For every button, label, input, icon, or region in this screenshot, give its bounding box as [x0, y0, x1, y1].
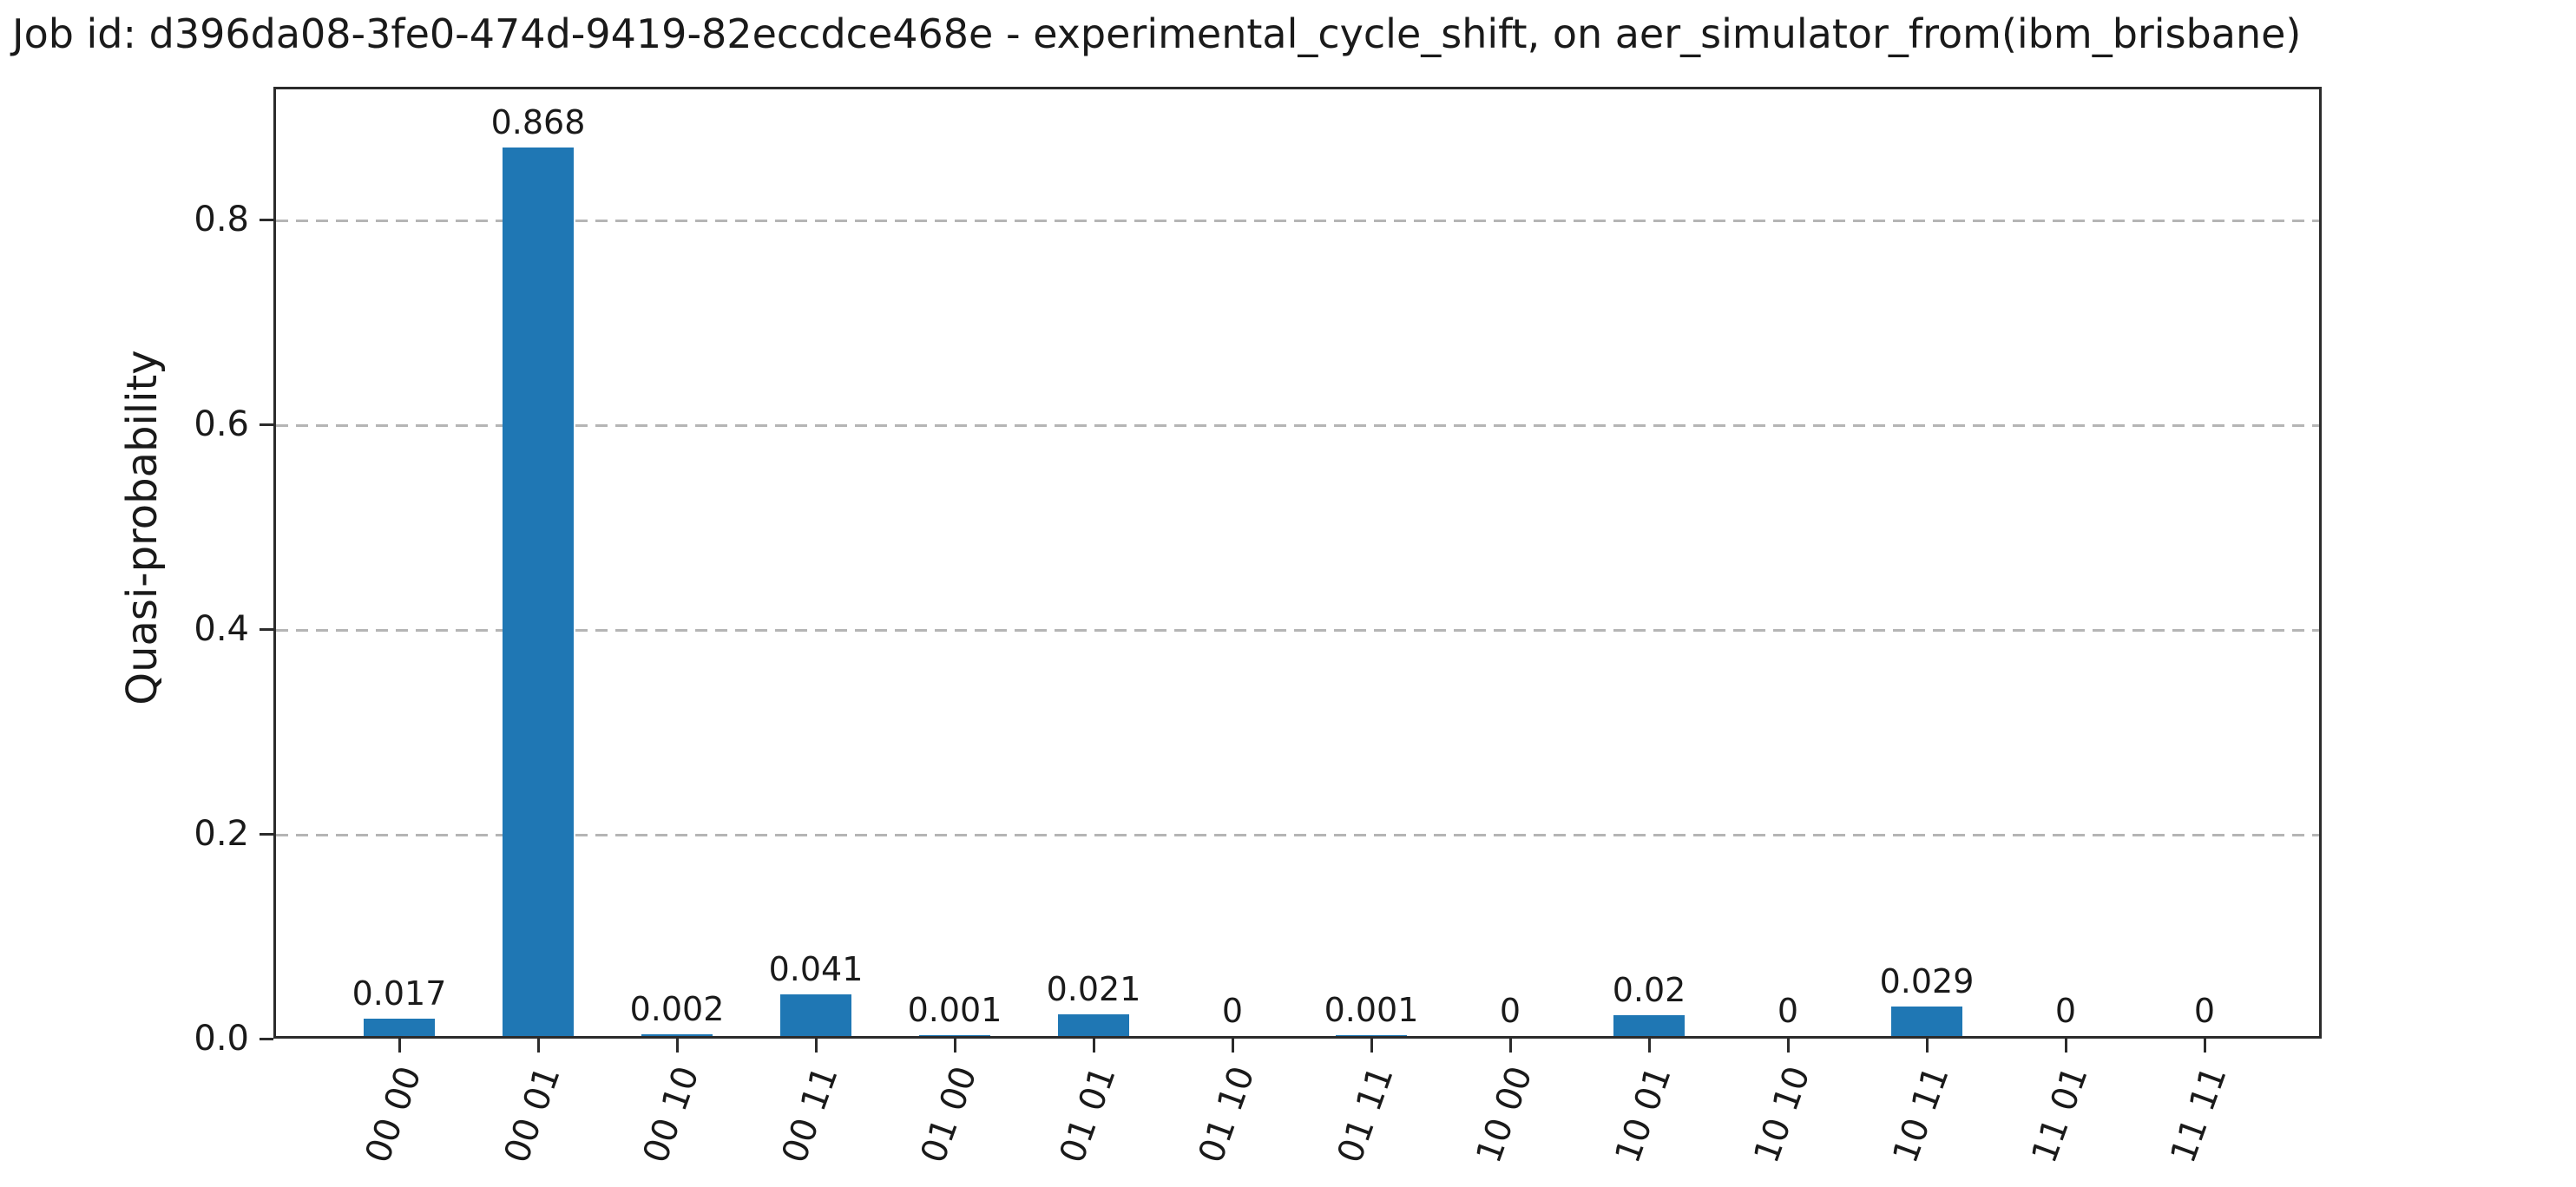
bar [503, 148, 574, 1036]
x-tick-label: 01 10 [1191, 1061, 1264, 1169]
x-tick-mark [1648, 1039, 1651, 1053]
x-tick-label: 00 01 [496, 1061, 569, 1169]
x-tick-mark [815, 1039, 818, 1053]
x-tick-label: 11 01 [2024, 1061, 2097, 1169]
bar-value-label: 0 [2193, 992, 2216, 1030]
x-tick-label: 00 00 [358, 1061, 430, 1169]
bar-value-label: 0.017 [352, 974, 447, 1013]
x-tick-label: 01 00 [913, 1061, 986, 1169]
y-tick-mark [260, 628, 273, 631]
bar-value-label: 0.868 [490, 102, 586, 141]
bar-value-label: 0.029 [1879, 961, 1975, 1000]
bar [1613, 1015, 1685, 1036]
gridline [276, 220, 2319, 222]
bar [1058, 1014, 1129, 1036]
gridline [276, 424, 2319, 427]
bar-value-label: 0.001 [907, 990, 1002, 1029]
bar-value-label: 0 [1777, 992, 1799, 1030]
bar-value-label: 0 [2054, 992, 2077, 1030]
x-tick-label: 10 11 [1885, 1061, 1958, 1169]
x-tick-mark [954, 1039, 956, 1053]
y-tick-mark [260, 219, 273, 221]
bar [364, 1019, 435, 1036]
bar-value-label: 0 [1499, 992, 1521, 1030]
x-tick-label: 00 11 [774, 1061, 847, 1169]
y-tick-label: 0.2 [194, 814, 249, 854]
bar-value-label: 0.02 [1612, 971, 1686, 1010]
bar-value-label: 0.021 [1046, 970, 1141, 1009]
bar [919, 1035, 990, 1036]
chart-title: Job id: d396da08-3fe0-474d-9419-82eccdce… [12, 10, 2302, 57]
x-tick-mark [1093, 1039, 1095, 1053]
y-tick-label: 0.8 [194, 200, 249, 239]
bar [1891, 1007, 1962, 1036]
x-tick-mark [1370, 1039, 1373, 1053]
y-tick-label: 0.0 [194, 1019, 249, 1059]
x-tick-label: 01 01 [1052, 1061, 1125, 1169]
x-tick-label: 10 10 [1746, 1061, 1819, 1169]
y-tick-label: 0.4 [194, 609, 249, 649]
gridline [276, 834, 2319, 836]
bar-value-label: 0.041 [768, 949, 864, 988]
x-tick-mark [1926, 1039, 1929, 1053]
bar [641, 1034, 713, 1036]
x-tick-mark [2204, 1039, 2206, 1053]
bar [1336, 1035, 1407, 1036]
y-tick-label: 0.6 [194, 404, 249, 444]
x-tick-mark [537, 1039, 540, 1053]
gridline [276, 629, 2319, 632]
bar-value-label: 0 [1221, 992, 1244, 1030]
x-tick-mark [2065, 1039, 2067, 1053]
bar-value-label: 0.001 [1324, 990, 1419, 1029]
x-tick-mark [1787, 1039, 1790, 1053]
x-tick-mark [676, 1039, 679, 1053]
x-tick-label: 01 11 [1330, 1061, 1403, 1169]
y-tick-mark [260, 1038, 273, 1040]
plot-area [273, 87, 2322, 1039]
x-tick-label: 10 00 [1469, 1061, 1541, 1169]
x-tick-label: 00 10 [635, 1061, 708, 1169]
x-tick-mark [398, 1039, 401, 1053]
bar-value-label: 0.002 [629, 989, 725, 1028]
x-tick-label: 10 01 [1607, 1061, 1680, 1169]
x-tick-mark [1232, 1039, 1234, 1053]
bar [780, 994, 851, 1036]
x-tick-label: 11 11 [2163, 1061, 2236, 1169]
y-tick-mark [260, 833, 273, 836]
x-tick-mark [1509, 1039, 1512, 1053]
y-tick-mark [260, 423, 273, 426]
